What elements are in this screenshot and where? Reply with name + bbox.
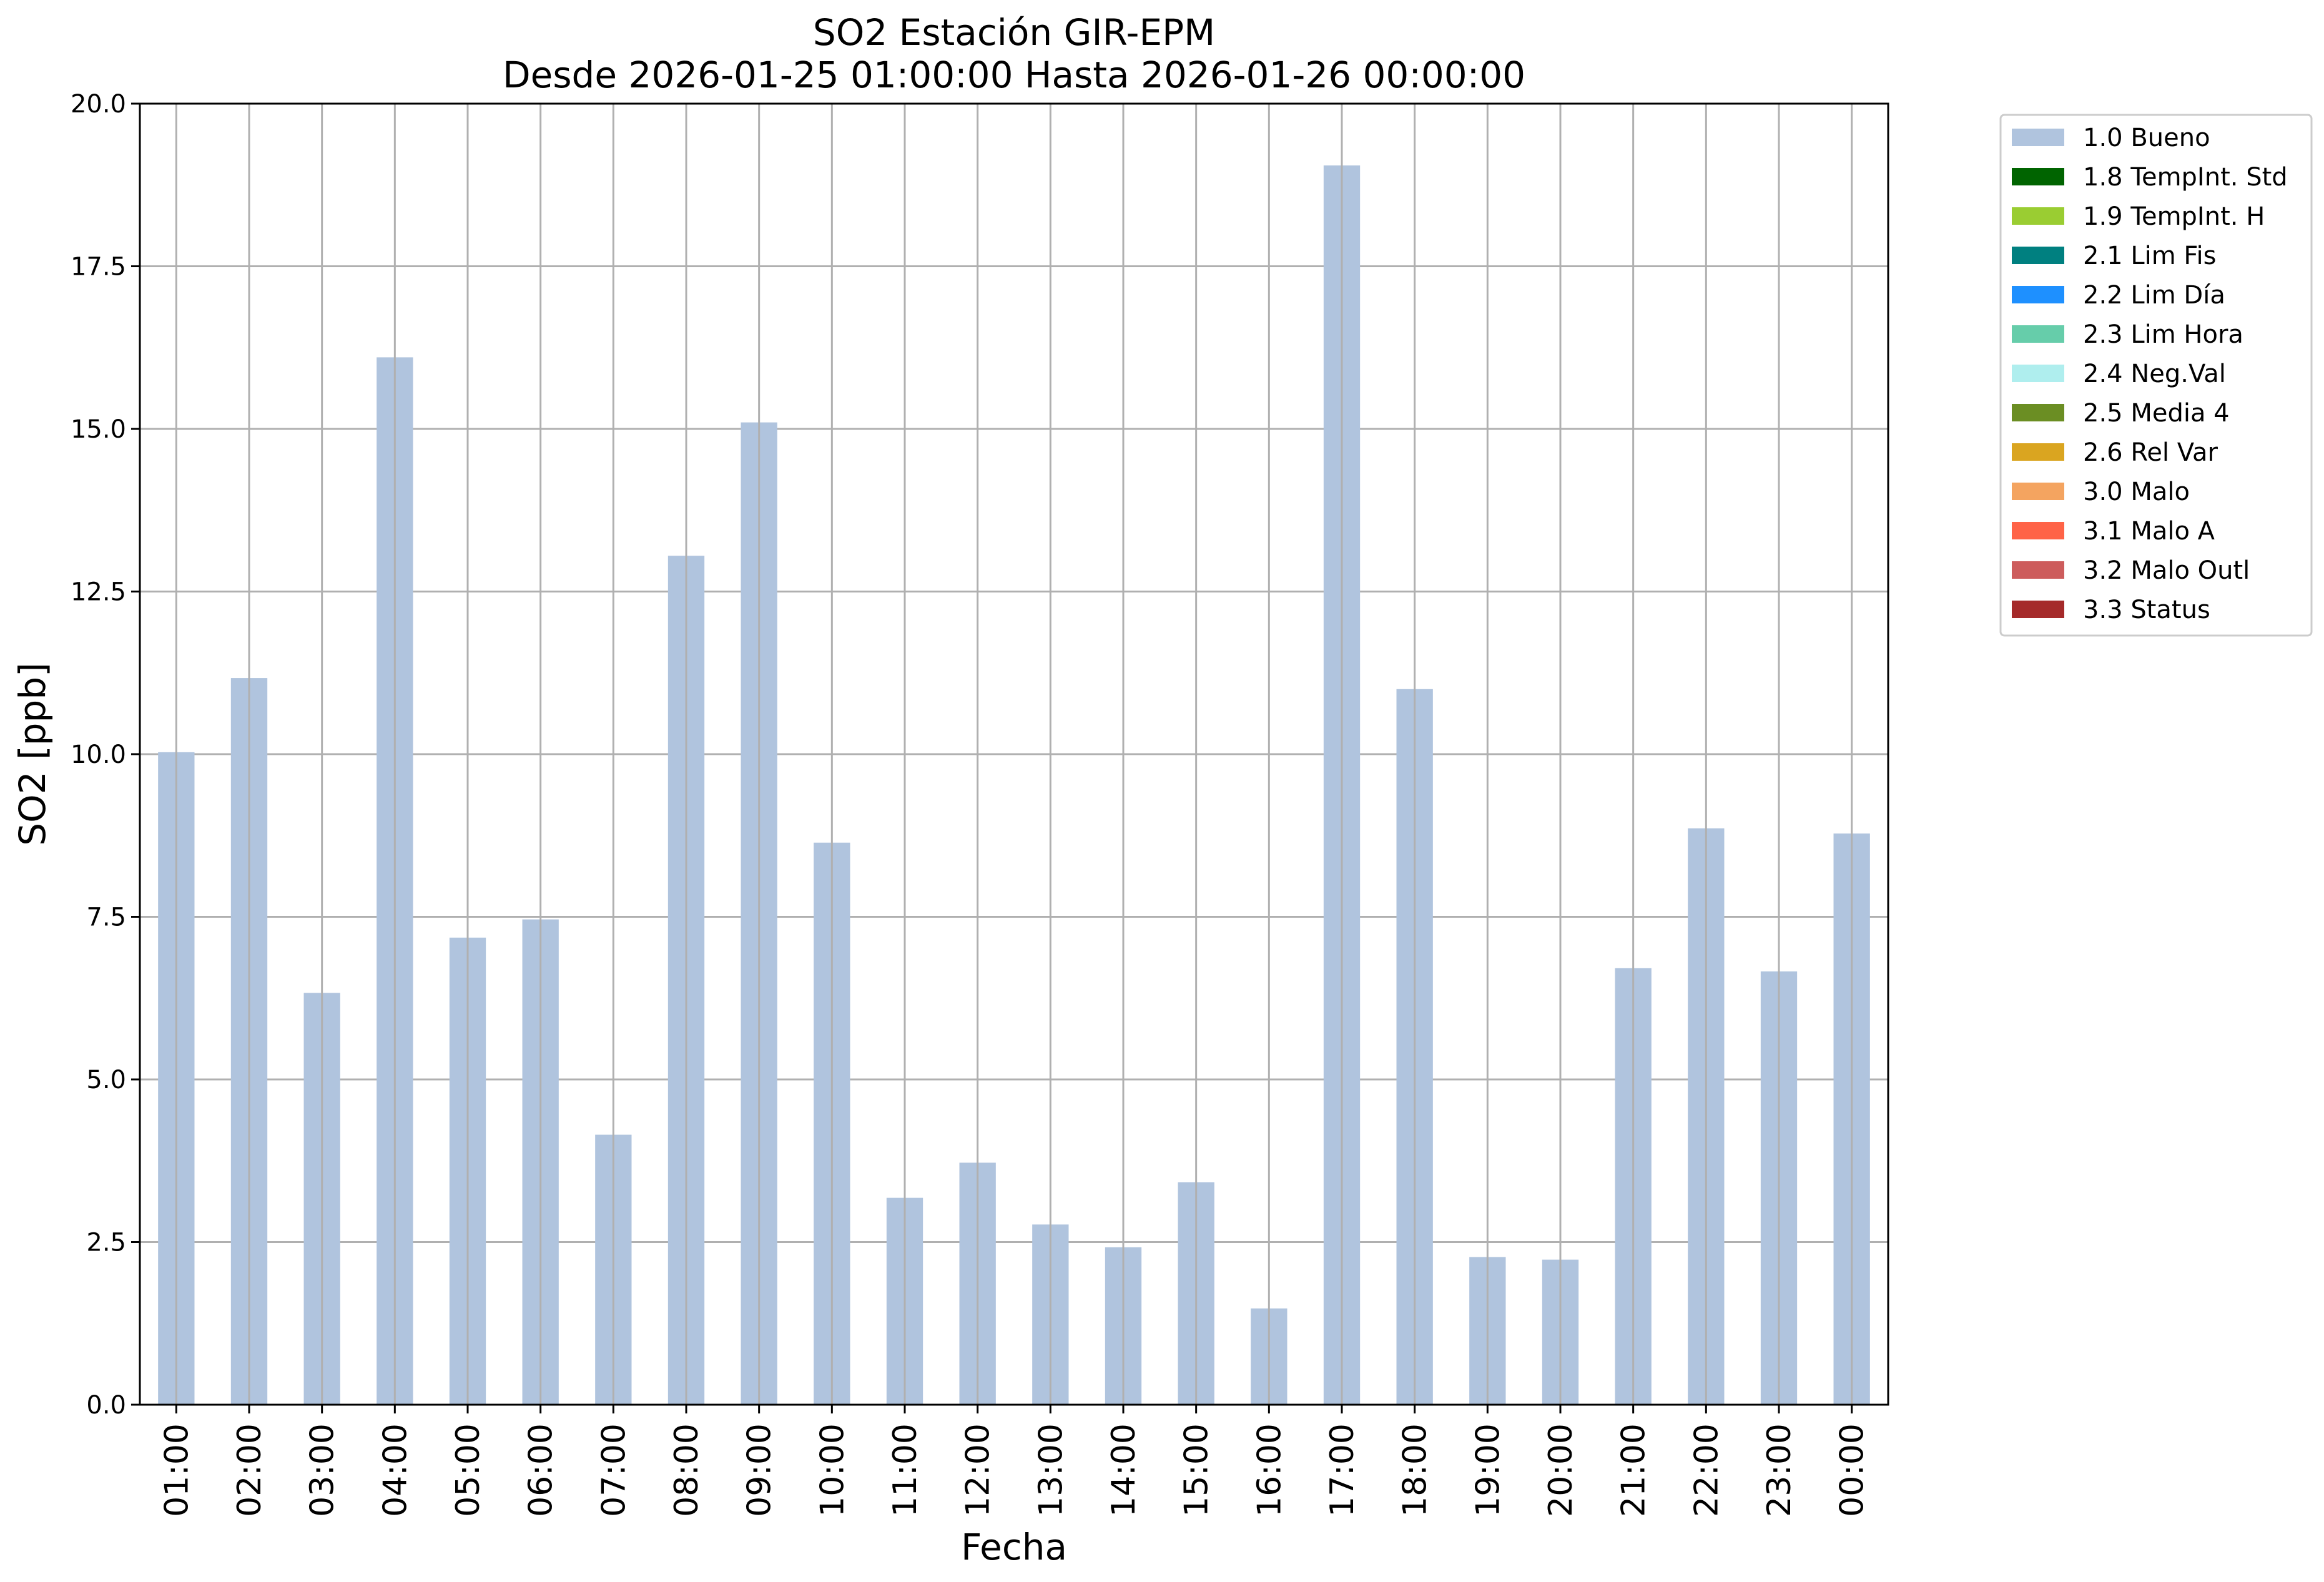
legend-label: 1.0 Bueno <box>2083 124 2210 152</box>
x-tick-label: 13:00 <box>1032 1423 1070 1517</box>
x-tick-label: 10:00 <box>814 1423 851 1517</box>
legend-swatch <box>2012 483 2064 500</box>
x-axis-ticks: 01:00 02:00 03:00 04:00 05:00 06:00 07:00 08:00… <box>158 1405 1871 1517</box>
legend-label: 2.5 Media 4 <box>2083 399 2230 428</box>
legend-swatch <box>2012 325 2064 343</box>
x-tick-label: 17:00 <box>1324 1423 1361 1517</box>
legend-swatch <box>2012 404 2064 421</box>
legend-swatch <box>2012 601 2064 618</box>
x-tick-label: 08:00 <box>668 1423 706 1517</box>
legend-label: 2.3 Lim Hora <box>2083 320 2243 349</box>
legend-label: 1.8 TempInt. Std <box>2083 163 2288 192</box>
x-tick-label: 06:00 <box>523 1423 560 1517</box>
y-tick-label: 20.0 <box>71 90 126 119</box>
y-tick-label: 5.0 <box>86 1066 126 1094</box>
x-tick-label: 19:00 <box>1469 1423 1507 1517</box>
x-tick-label: 11:00 <box>887 1423 924 1517</box>
x-tick-label: 14:00 <box>1105 1423 1143 1517</box>
legend-swatch <box>2012 129 2064 146</box>
legend-label: 3.1 Malo A <box>2083 517 2215 546</box>
y-tick-label: 7.5 <box>86 903 126 932</box>
legend-label: 2.2 Lim Día <box>2083 281 2225 310</box>
legend-swatch <box>2012 365 2064 382</box>
x-tick-label: 20:00 <box>1542 1423 1580 1517</box>
x-tick-label: 09:00 <box>741 1423 779 1517</box>
legend-swatch <box>2012 247 2064 264</box>
vertical-grid-lines <box>175 104 1853 1405</box>
legend-label: 2.4 Neg.Val <box>2083 360 2226 388</box>
x-tick-label: 03:00 <box>304 1423 342 1517</box>
bars-group <box>158 165 1870 1405</box>
chart-title: SO2 Estación GIR-EPM <box>813 11 1215 54</box>
legend-label: 3.2 Malo Outl <box>2083 556 2250 585</box>
legend-label: 1.9 TempInt. H <box>2083 202 2265 231</box>
x-tick-label: 21:00 <box>1615 1423 1653 1517</box>
legend-label: 3.3 Status <box>2083 596 2210 624</box>
y-tick-label: 0.0 <box>86 1391 126 1420</box>
legend-swatch <box>2012 286 2064 303</box>
y-tick-label: 10.0 <box>71 740 126 769</box>
x-tick-label: 16:00 <box>1251 1423 1288 1517</box>
legend-label: 2.6 Rel Var <box>2083 438 2218 467</box>
legend-swatch <box>2012 443 2064 461</box>
x-tick-label: 01:00 <box>158 1423 195 1517</box>
x-tick-label: 12:00 <box>960 1423 997 1517</box>
x-tick-label: 00:00 <box>1834 1423 1871 1517</box>
chart-subtitle: Desde 2026-01-25 01:00:00 Hasta 2026-01-… <box>503 54 1525 96</box>
legend-label: 2.1 Lim Fis <box>2083 242 2216 270</box>
legend-swatch <box>2012 168 2064 185</box>
x-axis-label: Fecha <box>961 1526 1067 1568</box>
legend-box <box>1999 114 2313 637</box>
x-tick-label: 07:00 <box>595 1423 633 1517</box>
x-tick-label: 15:00 <box>1178 1423 1216 1517</box>
y-tick-label: 2.5 <box>86 1229 126 1257</box>
x-tick-label: 02:00 <box>231 1423 268 1517</box>
y-tick-label: 15.0 <box>71 415 126 444</box>
x-tick-label: 05:00 <box>450 1423 487 1517</box>
y-axis-label: SO2 [ppb] <box>11 662 54 846</box>
legend: 1.0 Bueno 1.8 TempInt. Std 1.9 TempInt. H 2… <box>1999 114 2313 637</box>
legend-swatch <box>2012 561 2064 579</box>
x-tick-label: 18:00 <box>1397 1423 1434 1517</box>
x-tick-label: 23:00 <box>1761 1423 1798 1517</box>
y-tick-label: 17.5 <box>71 253 126 282</box>
y-tick-label: 12.5 <box>71 578 126 607</box>
legend-swatch <box>2012 207 2064 225</box>
x-tick-label: 22:00 <box>1688 1423 1725 1517</box>
y-axis-ticks: 0.0 2.5 5.0 7.5 10.0 12.5 15.0 17.5 20.0 <box>71 90 140 1420</box>
legend-swatch <box>2012 522 2064 539</box>
x-tick-label: 04:00 <box>377 1423 414 1517</box>
legend-label: 3.0 Malo <box>2083 478 2190 506</box>
